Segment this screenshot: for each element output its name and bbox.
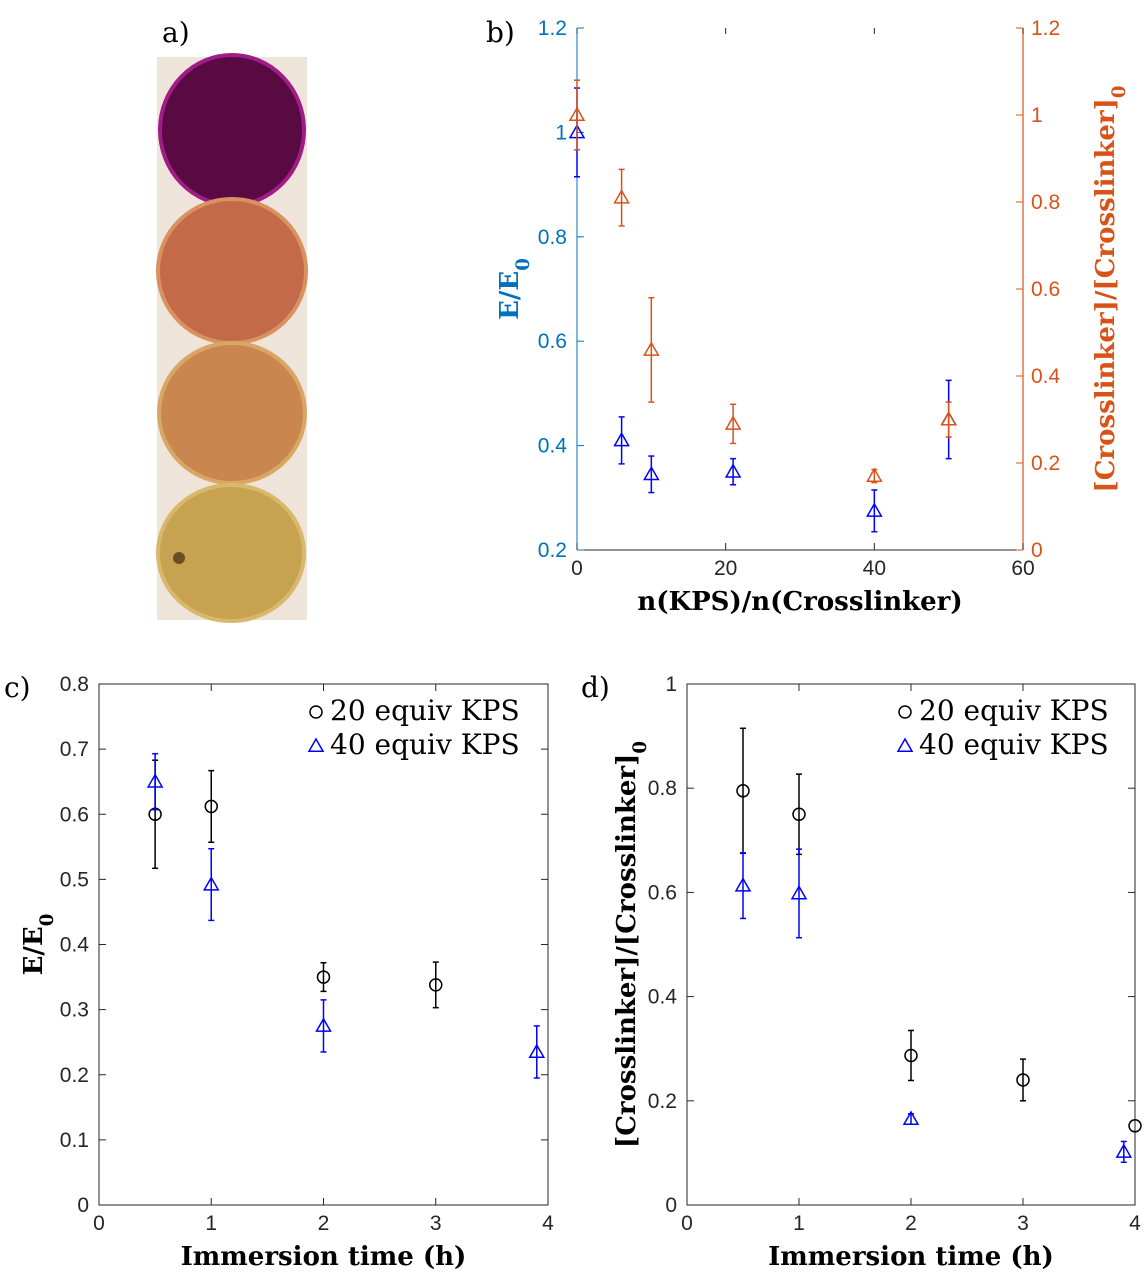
chart-d: 0 1 2 3 4 0 0.2 0.4 0.6 0.8 1 Immersion time (h) [Cr…: [612, 673, 1142, 1272]
x-tick-label: 2: [318, 1212, 330, 1235]
legend-marker: [309, 705, 323, 719]
data-point: [1016, 1073, 1030, 1087]
data-point: [643, 465, 660, 481]
y-axis-title: [Crosslinker]/[Crosslinker]0: [612, 741, 651, 1148]
x-tick-label: 0: [93, 1212, 105, 1235]
gel-disk-3: [157, 341, 307, 485]
photo-panel: [156, 53, 308, 623]
data-point: [866, 467, 883, 483]
data-point: [902, 1110, 920, 1126]
x-tick-label: 2: [905, 1212, 917, 1235]
legend-marker: [898, 705, 912, 719]
legend-marker: [307, 737, 325, 752]
y2-tick-label: 0.4: [1031, 365, 1061, 388]
y2-axis-title: [Crosslinker]/[Crosslinker]0: [1091, 85, 1130, 492]
panel-label-c: c): [4, 671, 31, 704]
axes-box: [686, 683, 1136, 1206]
legend-entry: 20 equiv KPS: [919, 694, 1109, 727]
legend-entry: 40 equiv KPS: [330, 728, 520, 761]
y-tick-label: 0.1: [60, 1129, 89, 1152]
x-tick-label: 40: [863, 557, 886, 580]
x-tick-label: 60: [1011, 557, 1034, 580]
y-tick-label: 1: [555, 121, 567, 144]
data-point: [528, 1043, 546, 1058]
data-point: [734, 877, 752, 892]
legend-marker: [896, 737, 914, 752]
data-point: [724, 463, 742, 478]
data-point: [904, 1048, 918, 1063]
x-tick-label: 4: [1129, 1212, 1141, 1235]
data-point: [866, 502, 883, 517]
data-point: [1115, 1143, 1133, 1158]
gel-hole: [173, 552, 185, 564]
y-tick-label: 0.4: [538, 435, 568, 458]
data-point: [316, 970, 331, 984]
data-point: [724, 415, 742, 430]
x-tick-label: 1: [205, 1212, 217, 1235]
y-tick-label: 0.6: [648, 881, 677, 904]
chart-b: 0 20 40 600.20.40.60.811.200.20.40.60.811.2…: [495, 17, 1130, 617]
y-tick-label: 0.6: [538, 330, 567, 353]
y-tick-label: 1: [665, 673, 677, 696]
y-tick-label: 0.4: [648, 986, 678, 1009]
panel-label-a: a): [162, 16, 190, 49]
x-tick-label: 20: [714, 557, 737, 580]
chart-c: 0 1 2 3 4 0 0.1 0.2 0.3 0.4 0.5 0.6 0.7 0.8 Immersion …: [19, 673, 554, 1272]
y-tick-label: 0.2: [538, 539, 567, 562]
y-tick-label: 0.8: [648, 777, 677, 800]
y-tick-label: 0: [77, 1194, 89, 1217]
data-point: [202, 876, 220, 891]
data-point: [940, 410, 957, 426]
y-axis-title: E/E0: [495, 258, 534, 320]
y-tick-label: 0.8: [538, 226, 567, 249]
axes-box: [98, 683, 549, 1206]
x-tick-label: 1: [793, 1212, 805, 1235]
gel-disk-4: [156, 483, 306, 623]
data-point: [643, 341, 660, 356]
data-point: [204, 799, 218, 814]
x-tick-label: 3: [430, 1212, 442, 1235]
data-point: [613, 431, 630, 447]
y-tick-label: 0.4: [60, 934, 90, 957]
data-point: [429, 978, 443, 992]
y2-tick-label: 1.2: [1031, 17, 1060, 40]
data-point: [792, 807, 806, 821]
data-point: [1128, 1119, 1142, 1133]
y-axis-title: E/E0: [19, 914, 58, 976]
panel-label-b: b): [486, 16, 515, 49]
data-point: [736, 784, 750, 798]
y-tick-label: 0.5: [60, 868, 89, 891]
gel-disk-2: [156, 197, 308, 345]
y-tick-label: 0.8: [60, 673, 89, 696]
data-point: [315, 1017, 332, 1032]
x-axis-title: Immersion time (h): [768, 1242, 1054, 1272]
y-tick-label: 0.7: [60, 738, 89, 761]
legend-entry: 40 equiv KPS: [919, 728, 1109, 761]
y-tick-label: 0.2: [648, 1090, 677, 1113]
data-point: [790, 884, 808, 900]
data-point: [568, 106, 586, 121]
data-point: [613, 189, 630, 204]
legend-entry: 20 equiv KPS: [330, 694, 520, 727]
x-tick-label: 3: [1017, 1212, 1029, 1235]
y2-tick-label: 0.6: [1031, 278, 1060, 301]
y-tick-label: 0.2: [60, 1064, 89, 1087]
y2-tick-label: 1: [1031, 104, 1043, 127]
x-axis-title: Immersion time (h): [181, 1242, 467, 1272]
y2-tick-label: 0.8: [1031, 191, 1060, 214]
x-tick-label: 0: [681, 1212, 693, 1235]
data-point: [146, 773, 164, 788]
y-tick-label: 0: [665, 1194, 677, 1217]
y2-tick-label: 0: [1031, 539, 1043, 562]
x-tick-label: 4: [542, 1212, 554, 1235]
y-tick-label: 0.3: [60, 999, 89, 1022]
x-axis-title: n(KPS)/n(Crosslinker): [637, 587, 962, 617]
y2-tick-label: 0.2: [1031, 452, 1060, 475]
x-tick-label: 0: [571, 557, 583, 580]
y-tick-label: 1.2: [538, 17, 567, 40]
panel-label-d: d): [581, 671, 610, 704]
gel-disk-1: [158, 53, 306, 207]
y-tick-label: 0.6: [60, 803, 89, 826]
